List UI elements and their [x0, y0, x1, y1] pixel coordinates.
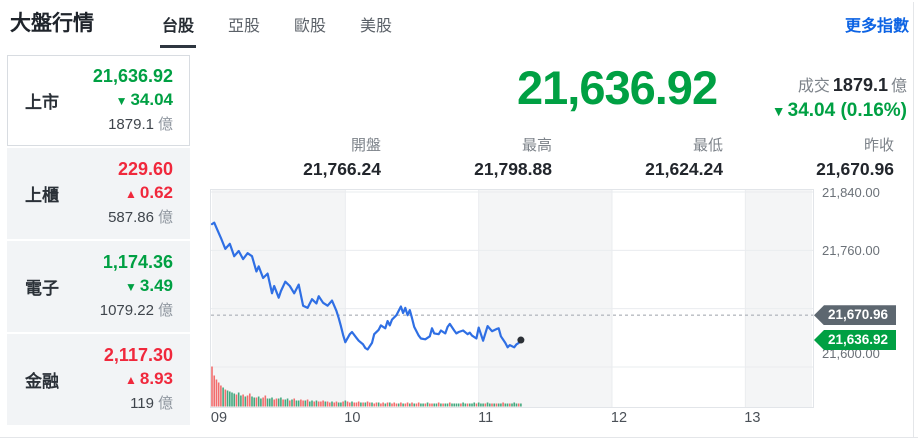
y-tick-label: 21,840.00	[822, 185, 880, 200]
down-arrow-icon: ▼	[771, 103, 786, 119]
index-label: 上市	[25, 93, 59, 112]
index-price: 21,636.92	[92, 66, 173, 86]
turnover: 成交 1879.1 億	[772, 72, 907, 96]
sidebar-item-finance[interactable]: 金融 2,117.30 ▲ 8.93 119 億	[7, 334, 190, 425]
page-title: 大盤行情	[10, 12, 94, 35]
up-arrow-icon: ▲	[125, 187, 137, 201]
ohlc-stats: 開盤 21,766.24 最高 21,798.88 最低 21,624.24 昨…	[210, 134, 894, 180]
tab-us-stocks[interactable]: 美股	[360, 18, 393, 35]
prev-close-badge: 21,670.96	[814, 305, 897, 326]
tab-asia-stocks[interactable]: 亞股	[228, 18, 261, 35]
index-label: 上櫃	[25, 186, 59, 205]
stat-open: 開盤 21,766.24	[303, 137, 381, 179]
index-label: 金融	[25, 372, 59, 391]
up-arrow-icon: ▲	[125, 373, 137, 387]
index-price: 1,174.36	[102, 252, 173, 272]
index-price: 229.60	[117, 159, 173, 179]
index-change: ▼ 34.04	[115, 90, 173, 109]
down-arrow-icon: ▼	[125, 280, 137, 294]
main-index-change: ▼ 34.04 (0.16%)	[771, 100, 907, 121]
y-tick-label: 21,760.00	[822, 243, 880, 259]
index-change: ▲ 8.93	[125, 369, 173, 388]
sidebar-item-electronics[interactable]: 電子 1,174.36 ▼ 3.49 1079.22 億	[7, 241, 190, 332]
intraday-price-chart[interactable]	[210, 189, 814, 408]
main-index-price: 21,636.92	[517, 61, 718, 114]
index-label: 電子	[25, 279, 59, 298]
index-price: 2,117.30	[103, 345, 173, 365]
x-axis-labels: 09 10 11 12 13	[210, 410, 814, 430]
x-tick-label: 13	[744, 410, 761, 426]
stat-low: 最低 21,624.24	[645, 137, 723, 179]
quote-side-block: 成交 1879.1 億 ▼ 34.04 (0.16%)	[772, 72, 907, 122]
more-indices-link[interactable]: 更多指數	[844, 18, 909, 35]
down-arrow-icon: ▼	[115, 94, 128, 108]
last-price-badge: 21,636.92	[814, 330, 897, 351]
x-tick-label: 12	[610, 410, 628, 426]
turnover-value: 1879.1	[832, 75, 888, 95]
x-tick-label: 11	[478, 410, 494, 426]
index-volume: 1879.1 億	[108, 116, 173, 133]
tab-taiwan-stocks[interactable]: 台股	[160, 10, 197, 48]
widget-bottom-border	[0, 437, 918, 438]
stat-prev-close: 昨收 21,670.96	[816, 137, 894, 179]
widget-right-border	[913, 2, 914, 438]
market-tabs: 台股 亞股 歐股 美股	[160, 10, 394, 48]
turnover-unit: 億	[890, 78, 907, 95]
x-tick-label: 09	[210, 410, 228, 426]
index-volume: 587.86 億	[108, 209, 173, 226]
turnover-label: 成交	[797, 78, 830, 95]
index-change: ▲ 0.62	[125, 183, 173, 202]
index-volume: 1079.22 億	[99, 302, 173, 319]
y-axis-labels: 21,840.00 21,760.00 21,600.00 21,670.96 21,6…	[814, 185, 918, 408]
stat-high: 最高 21,798.88	[474, 137, 552, 179]
index-change: ▼ 3.49	[125, 276, 173, 295]
x-tick-label: 10	[344, 410, 361, 426]
tab-europe-stocks[interactable]: 歐股	[294, 18, 327, 35]
sidebar-item-otc[interactable]: 上櫃 229.60 ▲ 0.62 587.86 億	[7, 148, 190, 239]
index-sidebar: 上市 21,636.92 ▼ 34.04 1879.1 億 上櫃 229.60 ▲ 0…	[7, 55, 190, 427]
index-volume: 119 億	[130, 395, 173, 412]
sidebar-item-twse[interactable]: 上市 21,636.92 ▼ 34.04 1879.1 億	[7, 55, 190, 146]
